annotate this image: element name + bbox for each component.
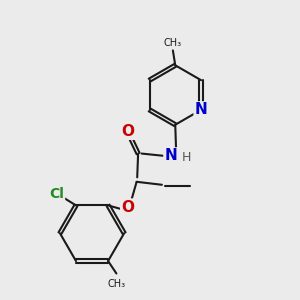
- Text: O: O: [121, 124, 134, 139]
- Text: H: H: [182, 151, 191, 164]
- Text: N: N: [164, 148, 177, 164]
- Text: O: O: [121, 200, 134, 214]
- Text: N: N: [195, 102, 207, 117]
- Text: Cl: Cl: [49, 187, 64, 201]
- Text: CH₃: CH₃: [164, 38, 182, 48]
- Text: CH₃: CH₃: [108, 279, 126, 290]
